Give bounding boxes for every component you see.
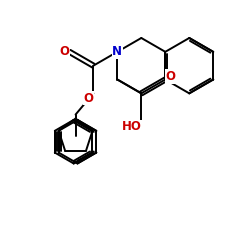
Text: O: O bbox=[84, 92, 94, 105]
Text: N: N bbox=[112, 45, 122, 58]
Text: HO: HO bbox=[122, 120, 141, 134]
Text: O: O bbox=[60, 45, 70, 58]
Text: O: O bbox=[165, 70, 175, 83]
